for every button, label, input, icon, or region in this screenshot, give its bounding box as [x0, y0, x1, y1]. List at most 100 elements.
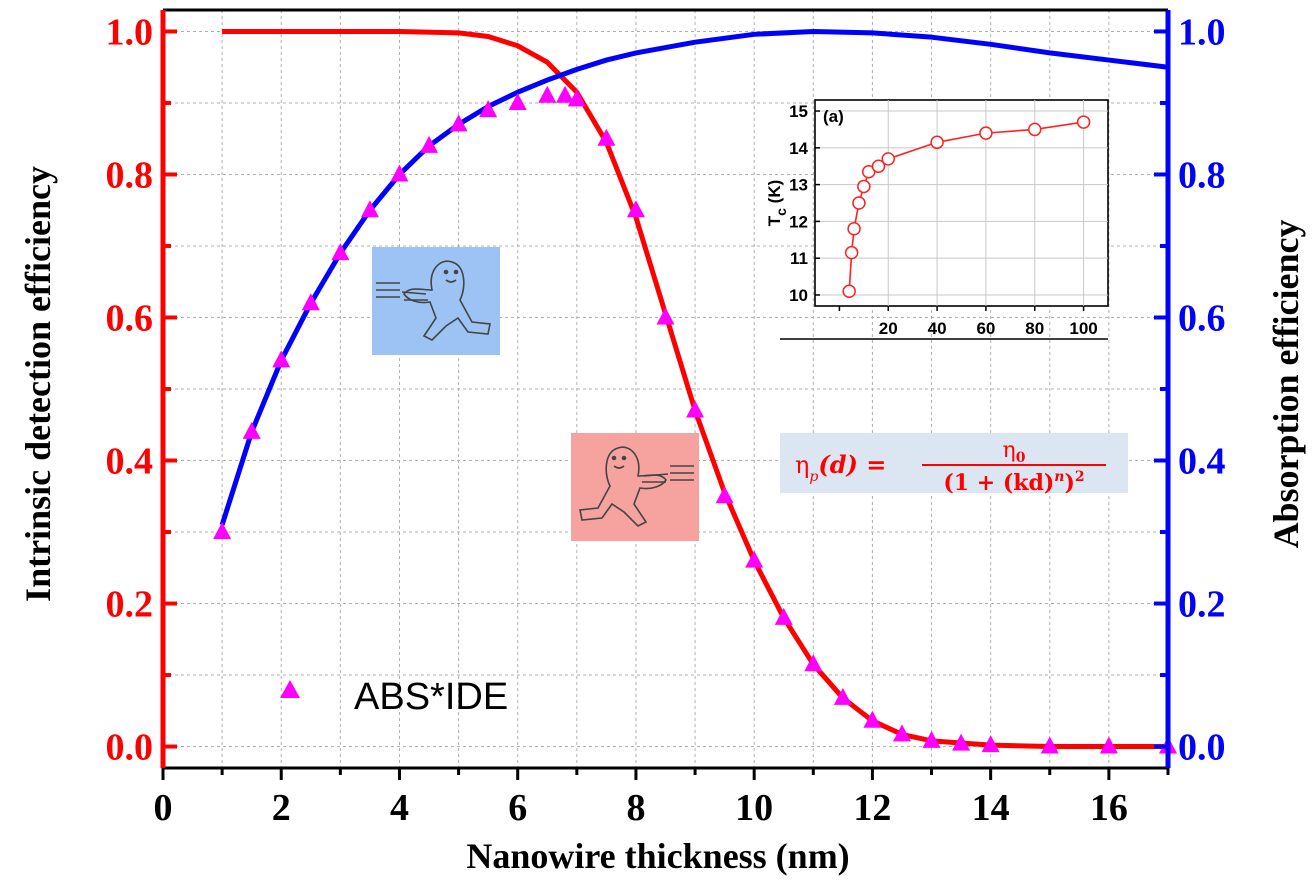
x-axis-title: Nanowire thickness (nm): [466, 836, 849, 876]
inset-data-point: [979, 126, 993, 140]
inset-x-tick-label: 60: [976, 319, 995, 338]
marker-point: [301, 293, 320, 311]
marker-point: [420, 135, 439, 153]
formula-numerator-sub: 0: [1016, 450, 1026, 466]
marker-point: [567, 89, 586, 107]
formula-box: ηp(d) = η0 (1 + (kd)n)2: [780, 433, 1128, 496]
formula-numerator: η: [1003, 438, 1016, 463]
y-right-tick-label: 0.6: [1178, 297, 1226, 339]
inset-data-point: [847, 222, 861, 236]
x-tick-label: 6: [508, 787, 527, 829]
marker-point: [449, 114, 468, 132]
inset-x-tick-label: 100: [1069, 319, 1097, 338]
legend: ABS*IDE: [280, 676, 508, 718]
marker-point: [863, 710, 882, 728]
inset-y-tick-label: 15: [789, 102, 808, 121]
x-tick-label: 2: [272, 787, 291, 829]
inset-data-point: [1028, 122, 1042, 137]
y-left-tick-label: 0.4: [106, 441, 154, 483]
y-right-tick-label: 0.4: [1178, 441, 1226, 483]
marker-point: [331, 243, 350, 261]
marker-point: [508, 92, 527, 110]
y-left-tick-label: 0.2: [106, 584, 154, 626]
marker-point: [242, 421, 261, 439]
legend-label: ABS*IDE: [354, 676, 508, 718]
formula-lhs-arg: (d) =: [818, 450, 886, 479]
marker-point: [804, 654, 823, 672]
marker-point: [556, 85, 574, 103]
main-axes: 0 2 4 6 8 10 12 14 16 0.0 0.2 0.4 0.6 0.8 1.0 0.0 0.2 0.4…: [106, 8, 1226, 829]
y-left-tick-label: 1.0: [106, 11, 154, 53]
y-left-tick-label: 0.0: [106, 727, 154, 769]
marker-point: [715, 486, 734, 504]
marker-point: [479, 100, 498, 118]
formula-denominator: (1 + (kd): [943, 470, 1054, 496]
y-axis-left-title: Intrinsic detection efficiency: [18, 166, 58, 602]
marker-point: [597, 128, 616, 146]
marker-point: [213, 522, 232, 540]
cartoon-blue-box: [372, 247, 500, 355]
inset-data-point: [844, 245, 859, 260]
marker-point: [981, 735, 1000, 753]
formula-lhs-subscript: p: [809, 469, 818, 485]
x-tick-label: 8: [626, 787, 645, 829]
y-right-tick-label: 0.8: [1178, 154, 1226, 196]
y-right-tick-label: 1.0: [1178, 11, 1226, 53]
svg-text:η0: η0: [1003, 438, 1026, 466]
inset-data-point: [871, 159, 886, 173]
inset-panel-label: (a): [823, 107, 844, 126]
cartoon-red-box: [571, 433, 699, 541]
x-tick-label: 12: [853, 787, 891, 829]
formula-lhs-symbol: η: [795, 451, 809, 479]
marker-point: [656, 307, 675, 325]
inset-data-point: [1076, 115, 1091, 129]
inset-y-tick-label: 12: [789, 212, 808, 231]
marker-point: [272, 350, 291, 368]
inset-y-tick-label: 11: [790, 249, 808, 268]
series-line-1: [219, 28, 1169, 526]
y-right-tick-label: 0.2: [1178, 584, 1226, 626]
svg-text:ηp(d) =: ηp(d) =: [795, 450, 886, 485]
marker-point: [922, 730, 941, 748]
x-tick-label: 14: [972, 787, 1010, 829]
marker-point: [538, 85, 557, 103]
svg-text:(1 + (kd)n)2: (1 + (kd)n)2: [943, 469, 1084, 496]
x-tick-label: 10: [735, 787, 773, 829]
cartoon-figure-left-icon: [376, 260, 491, 341]
inset-data-point: [930, 135, 944, 150]
inset-x-tick-label: 40: [928, 319, 947, 338]
inset-y-tick-label: 13: [789, 176, 808, 195]
main-series: [213, 28, 1177, 754]
x-tick-label: 4: [390, 787, 409, 829]
inset-data-point: [852, 196, 866, 210]
y-right-tick-label: 0.0: [1178, 727, 1226, 769]
inset-data-point: [881, 152, 895, 166]
formula-denominator-sq: 2: [1075, 469, 1085, 485]
y-axis-right-title: Absorption efficiency: [1266, 220, 1306, 549]
inset-x-tick-label: 80: [1025, 319, 1044, 338]
marker-point: [952, 733, 971, 751]
marker-point: [686, 400, 705, 418]
marker-point: [833, 687, 852, 705]
inset-y-axis-title: Tc (K): [765, 180, 789, 227]
inset-y-tick-label: 10: [789, 286, 808, 305]
marker-point: [1040, 736, 1059, 754]
marker-point: [1099, 736, 1118, 754]
marker-point: [774, 607, 793, 625]
inset-y-tick-label: 14: [789, 139, 808, 158]
cartoon-figure-right-icon: [579, 446, 694, 527]
formula-denominator-exp: n: [1054, 469, 1064, 485]
legend-marker-icon: [280, 680, 300, 698]
inset-data-point: [857, 179, 871, 194]
inset-x-tick-label: 20: [879, 319, 898, 338]
inset-chart: 20 40 60 80 100 10 11 12 13 14 15 (a) Tc (K): [765, 99, 1109, 340]
marker-point: [360, 200, 379, 218]
x-tick-label: 16: [1090, 787, 1128, 829]
formula-denominator-close: ): [1064, 470, 1074, 496]
marker-point: [390, 164, 409, 182]
inset-data-point: [842, 284, 856, 299]
x-tick-label: 0: [154, 787, 173, 829]
y-left-tick-label: 0.8: [106, 154, 154, 196]
y-left-tick-label: 0.6: [106, 297, 154, 339]
